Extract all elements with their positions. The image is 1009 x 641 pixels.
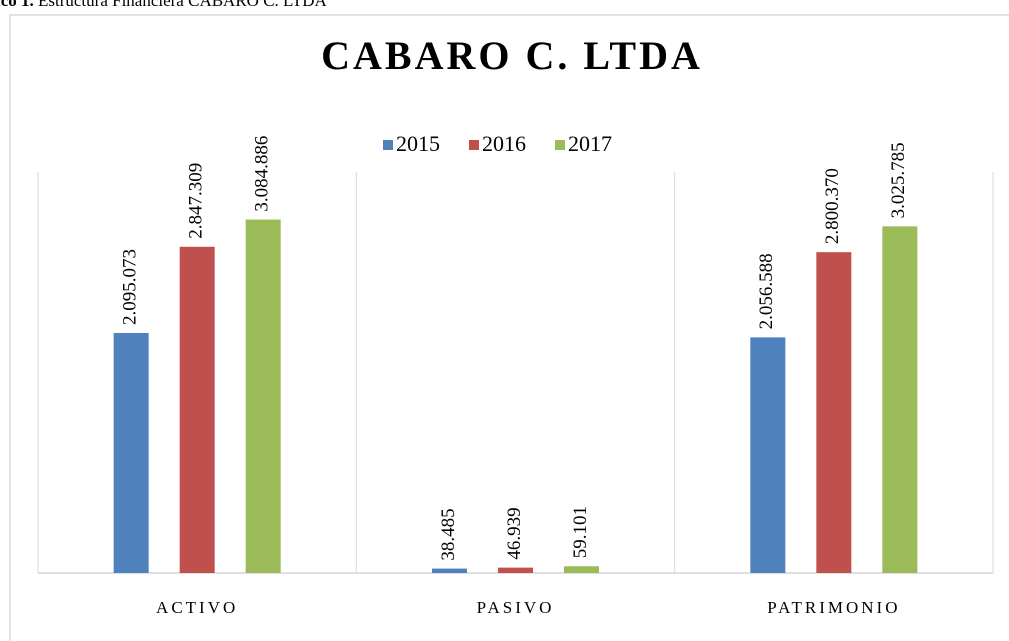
x-tick-label: PATRIMONIO bbox=[767, 598, 900, 617]
bar bbox=[179, 246, 215, 574]
legend-swatch bbox=[383, 140, 393, 150]
data-label: 2.847.309 bbox=[186, 163, 207, 239]
legend-label: 2017 bbox=[568, 131, 612, 156]
legend-swatch bbox=[555, 140, 565, 150]
chart-title: CABARO C. LTDA bbox=[321, 33, 703, 78]
legend-label: 2015 bbox=[396, 131, 440, 156]
data-label: 2.056.588 bbox=[756, 253, 777, 329]
data-label: 59.101 bbox=[570, 506, 591, 558]
data-label: 2.095.073 bbox=[120, 249, 141, 325]
bar bbox=[113, 332, 149, 573]
legend-swatch bbox=[469, 140, 479, 150]
bar bbox=[498, 567, 533, 573]
data-label: 2.800.370 bbox=[822, 168, 843, 244]
caption-text: Estructura Financiera CABARO C. LTDA bbox=[38, 0, 328, 10]
bar bbox=[432, 568, 467, 573]
bar bbox=[816, 252, 852, 574]
x-tick-label: PASIVO bbox=[477, 598, 555, 617]
x-tick-label: ACTIVO bbox=[156, 598, 238, 617]
bar bbox=[245, 219, 281, 573]
data-label: 3.025.785 bbox=[888, 142, 909, 218]
bar bbox=[882, 226, 918, 574]
data-label: 3.084.886 bbox=[252, 136, 273, 212]
data-label: 38.485 bbox=[438, 508, 459, 560]
caption-label: ico 1. bbox=[0, 0, 34, 10]
legend-label: 2016 bbox=[482, 131, 526, 156]
bar bbox=[564, 566, 599, 573]
bar bbox=[750, 337, 786, 573]
chart-border bbox=[9, 14, 1009, 641]
data-label: 46.939 bbox=[504, 507, 525, 559]
